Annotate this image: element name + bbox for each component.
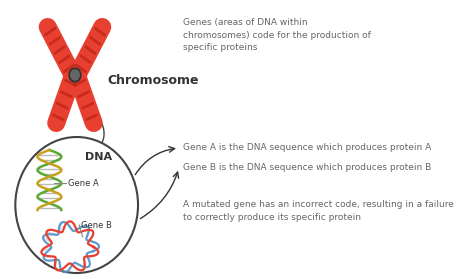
Text: Genes (areas of DNA within
chromosomes) code for the production of
specific prot: Genes (areas of DNA within chromosomes) … [183,18,371,52]
Text: Gene B is the DNA sequence which produces protein B: Gene B is the DNA sequence which produce… [183,163,431,172]
Text: Chromosome: Chromosome [107,73,199,86]
Circle shape [69,68,81,82]
Text: A mutated gene has an incorrect code, resulting in a failure
to correctly produc: A mutated gene has an incorrect code, re… [183,200,454,222]
Circle shape [71,70,79,80]
Text: Gene B: Gene B [81,220,112,230]
Text: DNA: DNA [85,152,112,162]
Text: Gene A is the DNA sequence which produces protein A: Gene A is the DNA sequence which produce… [183,143,431,153]
Text: Gene A: Gene A [68,179,99,187]
